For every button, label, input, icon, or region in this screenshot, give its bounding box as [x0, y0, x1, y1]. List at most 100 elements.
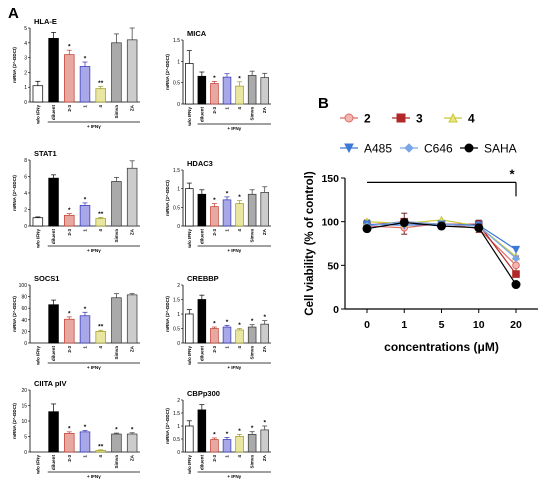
legend-marker [404, 143, 414, 153]
y-tick-label: 1 [177, 424, 180, 430]
bar [64, 214, 75, 227]
category-label: ZA [130, 104, 135, 111]
group-label: + IFNγ [87, 365, 101, 370]
significance-mark: * [68, 425, 71, 432]
category-label: ZA [130, 454, 135, 461]
category-label: 4 [98, 455, 103, 458]
data-point [511, 245, 521, 255]
category-label: 4 [237, 107, 242, 110]
significance-mark: * [263, 420, 266, 427]
category-label: Simva [250, 346, 255, 360]
y-tick-label: 0 [24, 100, 27, 106]
x-tick-label: 10 [473, 319, 485, 331]
y-tick-label: 0.5 [173, 81, 180, 87]
significance-mark: * [68, 207, 71, 214]
category-label: ZA [262, 106, 267, 113]
x-tick-label: 0 [364, 319, 370, 331]
group-label: + IFNγ [227, 126, 241, 131]
y-tick-label: 0.5 [173, 205, 180, 211]
y-tick-label: 100 [321, 217, 339, 229]
data-point [399, 218, 409, 228]
y-tick-label: 2 [24, 70, 27, 76]
category-label: 1 [83, 105, 88, 108]
bar-chart-hla-e: HLA-E 0 1 2 3 4 5 mRNA (2^-DDCt) w/o IFNγ diluent… [12, 17, 140, 129]
category-label: diluent [199, 346, 204, 362]
bar [235, 203, 244, 227]
significance-mark: * [213, 75, 216, 82]
group-label: + IFNγ [87, 474, 101, 479]
bar [79, 205, 91, 227]
bar [197, 75, 207, 105]
category-label: 2-3 [67, 229, 72, 236]
y-tick-label: 1 [177, 59, 180, 65]
category-label: 4 [237, 346, 242, 349]
significance-mark: * [251, 318, 254, 325]
category-label: w/o IFNγ [35, 105, 40, 125]
significance-mark: * [226, 431, 229, 438]
bar [79, 315, 91, 344]
series-line [366, 221, 517, 285]
bar [79, 66, 91, 103]
y-tick-label: 0 [24, 224, 27, 230]
category-label: diluent [199, 229, 204, 245]
significance-mark: * [263, 314, 266, 321]
category-label: diluent [51, 455, 56, 471]
bar [32, 217, 44, 227]
significance-mark: * [226, 319, 229, 326]
chart-title: HDAC3 [187, 159, 213, 168]
significance-mark: * [509, 166, 515, 181]
category-label: Simva [114, 105, 119, 119]
y-tick-label: 0 [177, 341, 180, 347]
category-label: ZA [262, 228, 267, 235]
bar [48, 38, 59, 103]
y-tick-label: 40 [21, 318, 27, 324]
bar [260, 429, 269, 453]
y-tick-label: 60 [21, 306, 27, 312]
significance-mark: * [251, 425, 254, 432]
category-label: 1 [225, 346, 230, 349]
chart-title: STAT1 [34, 149, 57, 158]
bar [260, 323, 269, 344]
category-label: 1 [83, 346, 88, 349]
bar [126, 294, 138, 344]
y-tick-label: 0 [24, 450, 27, 456]
significance-mark: * [238, 428, 241, 435]
significance-mark: * [213, 431, 216, 438]
bar [95, 218, 106, 227]
panel-label-b: B [318, 95, 329, 112]
y-tick-label: 150 [321, 173, 339, 185]
bar [210, 83, 219, 105]
bar-chart-socs1: SOCS1 0 20 40 60 80 100 mRNA (2^-DDCt) w/o IFNγ d… [12, 274, 140, 370]
bar [111, 297, 122, 344]
category-label: w/o IFNγ [187, 107, 192, 127]
bar [210, 439, 219, 453]
legend-label: A485 [364, 142, 392, 156]
x-tick-label: 5 [439, 319, 445, 331]
y-tick-label: 2 [177, 398, 180, 404]
legend-label: C646 [424, 142, 453, 156]
y-axis-label: mRNA (2^-DDCt) [165, 54, 170, 90]
significance-mark: * [238, 194, 241, 201]
y-tick-label: 6 [24, 175, 27, 181]
legend-label: 4 [468, 112, 475, 126]
bar [111, 181, 122, 227]
bar [64, 54, 75, 103]
y-tick-label: 20 [21, 329, 27, 335]
legend-item: A485 [340, 142, 392, 156]
category-label: diluent [199, 455, 204, 471]
bar [185, 188, 194, 227]
y-tick-label: 100 [19, 283, 28, 289]
significance-mark: * [84, 56, 87, 63]
y-tick-label: 20 [21, 388, 27, 394]
bar [48, 411, 59, 453]
bar [95, 331, 106, 344]
significance-mark: * [226, 190, 229, 197]
y-tick-label: 3 [24, 56, 27, 62]
bar [235, 329, 244, 344]
y-tick-label: 2 [177, 283, 180, 289]
significance-mark: * [84, 306, 87, 313]
chart-title: HLA-E [34, 17, 57, 26]
y-tick-label: 0 [24, 341, 27, 347]
category-label: 2-3 [212, 107, 217, 114]
bar [222, 199, 232, 227]
